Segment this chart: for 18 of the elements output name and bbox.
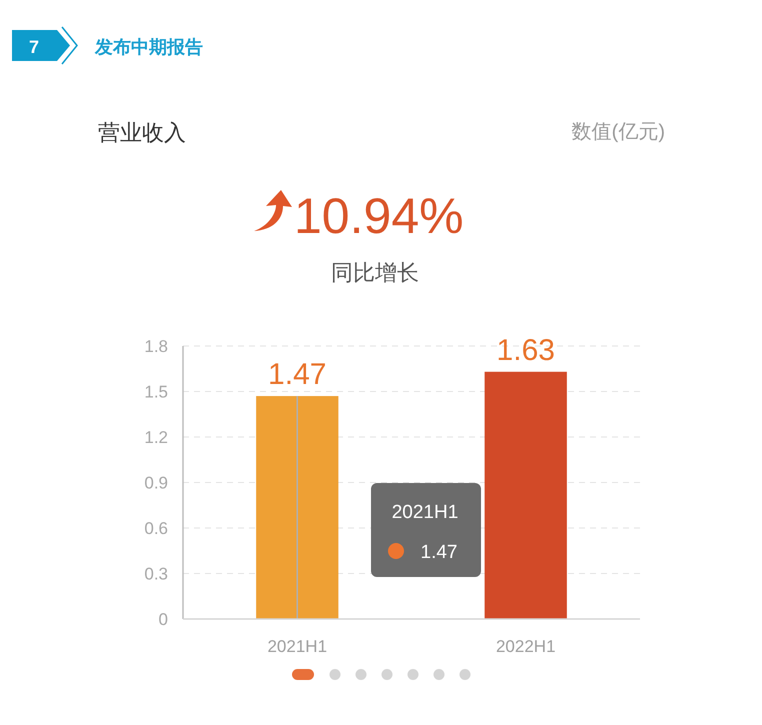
text: 7: [28, 37, 40, 57]
data-label: 1.47: [268, 358, 326, 392]
text: 数值(亿元): [572, 121, 665, 143]
y-tick-label: 0.9: [144, 473, 168, 492]
y-tick-label: 0.6: [144, 518, 168, 538]
text: 发布中期报告: [94, 37, 203, 57]
data-label: 1.63: [496, 334, 555, 367]
text: 同比增长: [331, 260, 419, 285]
text: 10.94%: [294, 188, 464, 244]
y-tick-label: 0.3: [144, 564, 168, 584]
y-tick-label: 1.2: [144, 428, 168, 447]
y-tick-label: 1.8: [144, 336, 168, 356]
y-tick-label: 1.5: [144, 382, 168, 402]
y-tick-label: 0: [158, 610, 168, 629]
chart-title: 营业收入: [98, 120, 186, 145]
annotation: 2021H1: [392, 502, 458, 523]
annotation: 1.47: [420, 542, 458, 563]
x-tick-label: 2022H1: [496, 637, 556, 656]
